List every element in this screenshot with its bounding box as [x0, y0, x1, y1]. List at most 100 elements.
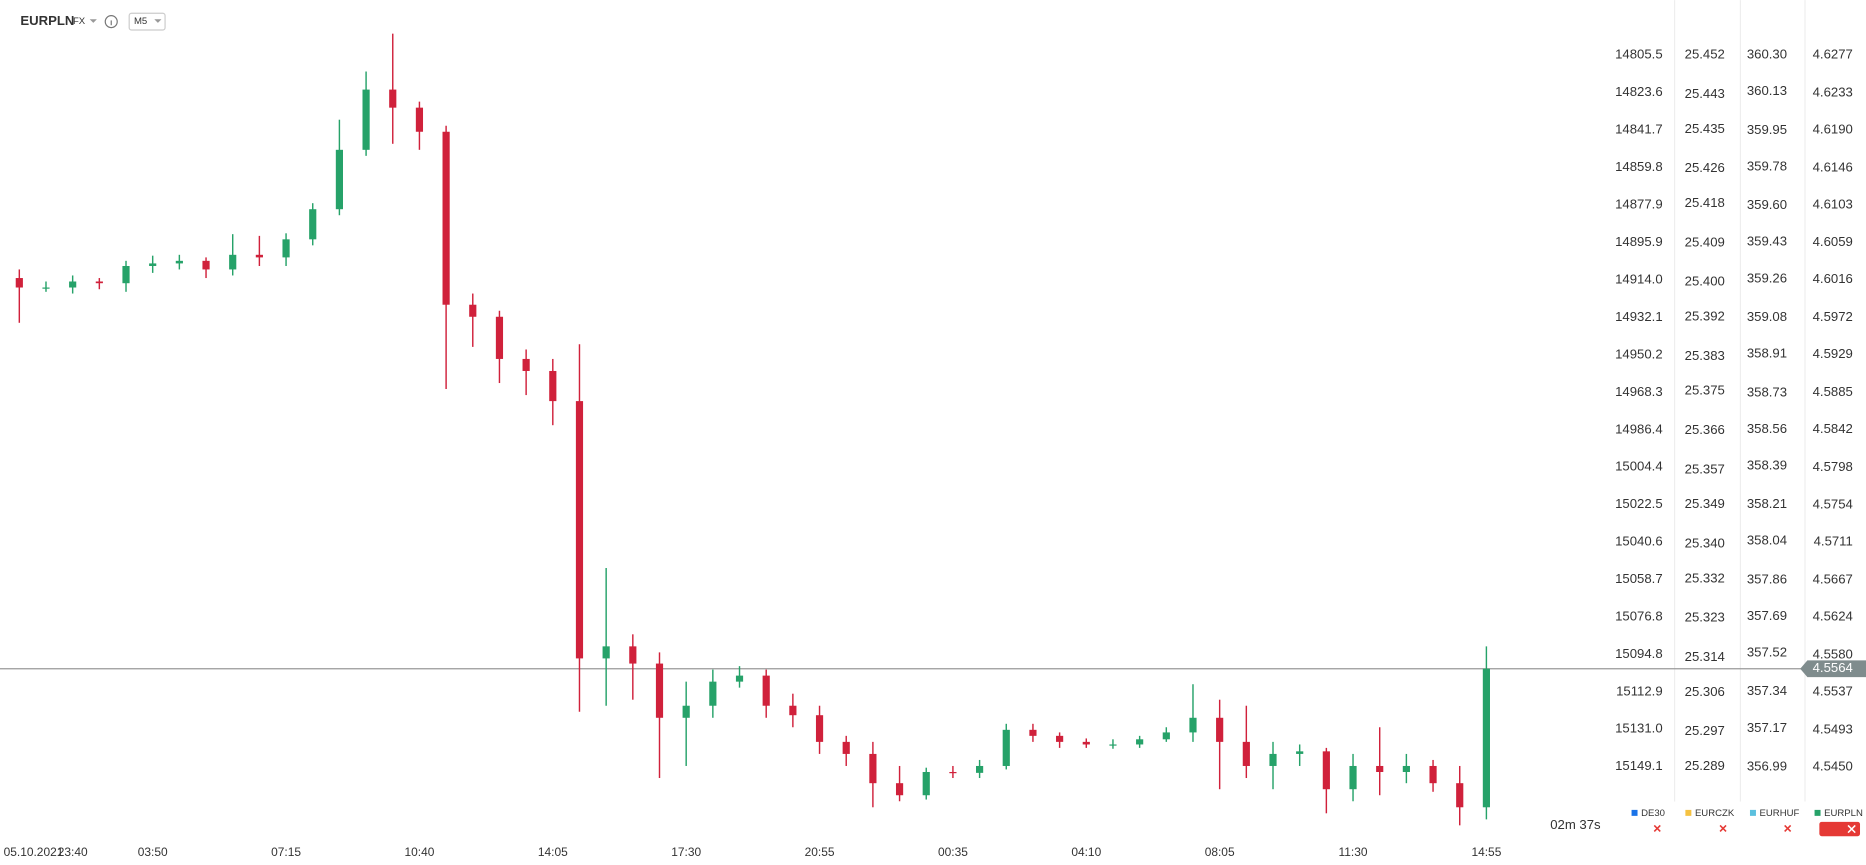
- y-tick-label: 25.366: [1685, 422, 1725, 437]
- candle-body: [629, 646, 637, 664]
- y-tick-label: 4.6233: [1813, 84, 1853, 99]
- legend-label[interactable]: EURCZK: [1695, 808, 1735, 819]
- candle-body: [69, 281, 77, 288]
- candle-body: [1002, 729, 1010, 766]
- candle-body: [949, 771, 957, 774]
- candle-body: [202, 260, 210, 270]
- legend-swatch: [1749, 809, 1756, 816]
- remove-icon[interactable]: [1719, 824, 1727, 832]
- y-tick-label: 360.13: [1747, 83, 1787, 98]
- candle-body: [149, 263, 157, 266]
- candle-body: [389, 89, 397, 108]
- last-price-label: 4.5564: [1813, 660, 1853, 675]
- remove-icon[interactable]: [1653, 824, 1661, 832]
- y-tick-label: 15112.9: [1616, 683, 1663, 698]
- candle-body: [1029, 729, 1037, 736]
- x-tick-label: 23:40: [58, 845, 88, 859]
- candle-body: [15, 278, 23, 288]
- y-tick-label: 15094.8: [1615, 646, 1663, 661]
- y-tick-label: 358.73: [1747, 384, 1787, 399]
- legend-label[interactable]: DE30: [1641, 808, 1665, 819]
- candle-body: [1349, 765, 1357, 790]
- candle-body: [1162, 732, 1170, 740]
- y-tick-label: 4.5580: [1813, 646, 1853, 661]
- y-tick-label: 356.99: [1747, 759, 1787, 774]
- y-tick-label: 4.5537: [1813, 683, 1853, 698]
- y-tick-label: 25.392: [1685, 308, 1725, 323]
- remove-icon[interactable]: [1847, 824, 1856, 834]
- candle-body: [442, 131, 450, 305]
- y-tick-label: 357.86: [1747, 571, 1787, 586]
- y-tick-label: 25.340: [1685, 536, 1725, 551]
- y-tick-label: 25.323: [1685, 610, 1725, 625]
- interval-button[interactable]: [128, 12, 166, 31]
- x-tick-label: 03:50: [138, 845, 168, 859]
- y-tick-label: 4.5798: [1813, 459, 1853, 474]
- y-tick-label: 25.426: [1685, 160, 1725, 175]
- candle-body: [42, 287, 50, 289]
- y-tick-label: 4.5885: [1813, 384, 1853, 399]
- candle-body: [1136, 739, 1144, 745]
- candle-body: [1082, 741, 1090, 745]
- candle-body: [175, 260, 183, 264]
- remove-icon[interactable]: [1784, 824, 1792, 832]
- legend-label[interactable]: EURHUF: [1760, 808, 1800, 819]
- candle-body: [895, 783, 904, 796]
- y-tick-label: 4.5493: [1813, 721, 1853, 736]
- candle-body: [1269, 753, 1277, 766]
- x-date-label: 05.10.2021: [4, 845, 64, 859]
- candle-body: [922, 771, 930, 796]
- candle-body: [762, 675, 770, 706]
- y-tick-label: 4.6190: [1813, 122, 1853, 137]
- candle-body: [255, 254, 263, 258]
- y-tick-label: 25.332: [1685, 570, 1725, 585]
- candle-body: [1216, 717, 1224, 742]
- y-tick-label: 25.314: [1685, 649, 1725, 664]
- y-tick-label: 25.452: [1685, 47, 1725, 62]
- y-tick-label: 359.78: [1747, 158, 1787, 173]
- candle-body: [575, 401, 584, 659]
- y-tick-label: 14986.4: [1615, 421, 1663, 436]
- candle-body: [1242, 741, 1250, 766]
- x-tick-label: 17:30: [671, 845, 701, 859]
- y-tick-label: 357.34: [1747, 683, 1787, 698]
- x-tick-label: 14:55: [1471, 845, 1501, 859]
- y-tick-label: 359.26: [1747, 270, 1787, 285]
- candle-body: [522, 358, 530, 371]
- y-tick-label: 358.56: [1747, 421, 1787, 436]
- legend-label[interactable]: EURPLN: [1824, 808, 1863, 819]
- info-icon[interactable]: [104, 15, 118, 29]
- y-tick-label: 14895.9: [1615, 234, 1663, 249]
- candle-body: [869, 753, 877, 784]
- market-dropdown[interactable]: [89, 19, 97, 23]
- y-tick-label: 358.04: [1747, 533, 1787, 548]
- legend-swatch: [1814, 809, 1821, 816]
- y-tick-label: 359.95: [1747, 122, 1787, 137]
- y-tick-label: 25.400: [1685, 274, 1725, 289]
- candle-body: [282, 239, 290, 258]
- x-tick-label: 11:30: [1339, 845, 1368, 859]
- symbol-title[interactable]: EURPLN: [20, 13, 74, 28]
- y-tick-label: 15076.8: [1615, 609, 1663, 624]
- y-tick-label: 15131.0: [1615, 721, 1663, 736]
- y-tick-label: 4.5842: [1813, 421, 1853, 436]
- candle-body: [95, 281, 103, 284]
- active-series-box[interactable]: [1819, 821, 1861, 837]
- candle-body: [1402, 765, 1410, 772]
- y-tick-label: 25.418: [1685, 195, 1725, 210]
- y-tick-label: 25.289: [1685, 758, 1725, 773]
- x-tick-label: 07:15: [271, 845, 301, 859]
- y-tick-label: 357.52: [1747, 645, 1787, 660]
- y-tick-label: 4.6103: [1813, 196, 1853, 211]
- last-price-tag: [1800, 660, 1866, 678]
- y-tick-label: 4.6059: [1813, 234, 1853, 249]
- y-tick-label: 360.30: [1747, 47, 1787, 62]
- candle-body: [362, 89, 370, 150]
- candle-body: [415, 107, 424, 132]
- y-tick-label: 357.69: [1747, 608, 1787, 623]
- y-tick-label: 4.5972: [1813, 309, 1853, 324]
- interval-label: M5: [134, 16, 147, 27]
- y-tick-label: 25.306: [1685, 684, 1725, 699]
- y-tick-label: 4.6277: [1813, 47, 1853, 62]
